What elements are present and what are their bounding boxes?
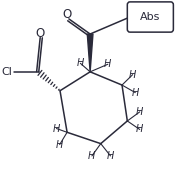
Text: H: H (132, 88, 139, 98)
Text: H: H (136, 107, 143, 117)
Text: H: H (56, 140, 63, 149)
FancyBboxPatch shape (127, 2, 173, 32)
Text: H: H (53, 124, 60, 133)
Text: H: H (107, 151, 114, 161)
Text: Abs: Abs (140, 12, 160, 22)
Text: H: H (136, 125, 143, 134)
Text: Cl: Cl (1, 67, 12, 77)
Text: O: O (63, 8, 72, 21)
Text: H: H (88, 151, 95, 161)
Text: H: H (77, 58, 84, 68)
Text: O: O (35, 27, 44, 40)
Text: H: H (104, 59, 112, 69)
Polygon shape (87, 34, 93, 72)
Text: H: H (129, 70, 136, 80)
